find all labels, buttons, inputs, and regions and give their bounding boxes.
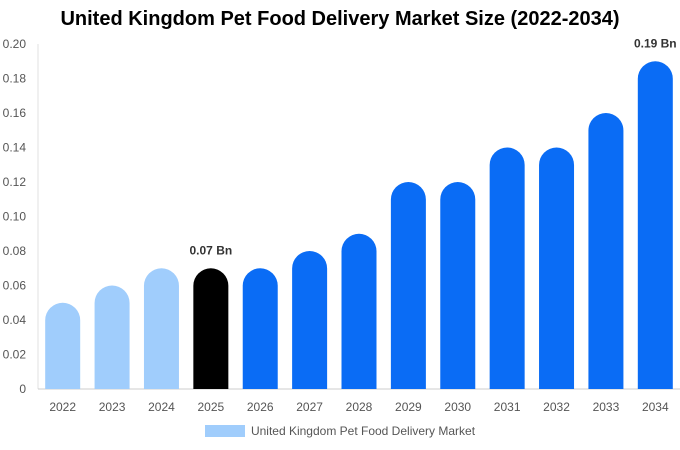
legend[interactable]: United Kingdom Pet Food Delivery Market <box>0 424 680 438</box>
bar-2026 <box>242 268 278 389</box>
y-tick-label: 0.06 <box>3 279 27 293</box>
y-tick-label: 0.08 <box>3 244 27 258</box>
x-tick-label: 2023 <box>99 400 126 414</box>
x-tick-label: 2034 <box>642 400 669 414</box>
data-label-2025: 0.07 Bn <box>190 243 233 257</box>
y-tick-label: 0.16 <box>3 106 27 120</box>
y-tick-label: 0.04 <box>3 313 27 327</box>
x-tick-label: 2026 <box>247 400 274 414</box>
bar-2034 <box>637 61 673 389</box>
legend-label: United Kingdom Pet Food Delivery Market <box>250 424 476 438</box>
x-tick-label: 2028 <box>346 400 373 414</box>
x-tick-label: 2027 <box>296 400 323 414</box>
x-tick-label: 2030 <box>444 400 471 414</box>
y-tick-label: 0.18 <box>3 72 27 86</box>
y-tick-label: 0.20 <box>3 37 27 51</box>
x-tick-label: 2033 <box>593 400 620 414</box>
bar-2030 <box>440 182 476 389</box>
bar-2025 <box>193 268 229 389</box>
bar-2022 <box>45 302 81 389</box>
y-tick-label: 0.10 <box>3 210 27 224</box>
y-tick-label: 0.12 <box>3 175 27 189</box>
x-tick-label: 2024 <box>148 400 175 414</box>
x-tick-label: 2032 <box>543 400 570 414</box>
x-tick-label: 2029 <box>395 400 422 414</box>
bar-2032 <box>539 147 575 389</box>
bar-2028 <box>341 233 377 389</box>
y-tick-label: 0.02 <box>3 348 27 362</box>
bar-2027 <box>292 251 328 389</box>
x-tick-label: 2022 <box>49 400 76 414</box>
bar-2024 <box>143 268 179 389</box>
x-tick-label: 2031 <box>494 400 521 414</box>
bar-2031 <box>489 147 525 389</box>
x-tick-label: 2025 <box>197 400 224 414</box>
chart-title: United Kingdom Pet Food Delivery Market … <box>60 8 620 30</box>
bar-2023 <box>94 285 130 389</box>
legend-swatch <box>204 425 245 437</box>
y-tick-label: 0.14 <box>3 141 27 155</box>
bar-2029 <box>390 182 426 389</box>
bar-2033 <box>588 113 624 389</box>
data-label-2034: 0.19 Bn <box>634 36 677 50</box>
y-tick-label: 0 <box>19 382 26 396</box>
